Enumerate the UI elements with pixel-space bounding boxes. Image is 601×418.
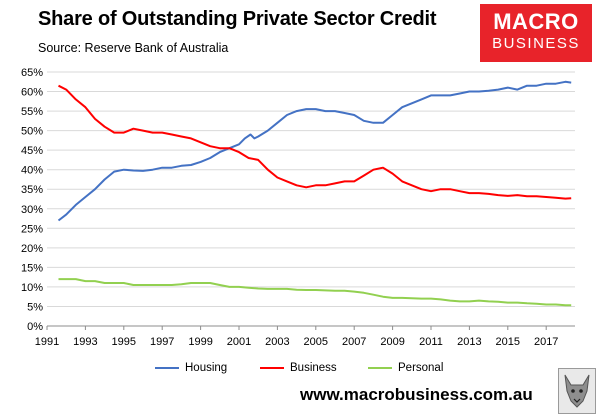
y-tick-label: 30%	[21, 204, 43, 216]
legend-item-personal: Personal	[368, 362, 443, 374]
legend-label-business: Business	[290, 362, 337, 374]
x-tick-label: 2007	[342, 336, 366, 348]
series-lines	[57, 80, 572, 307]
legend-swatch-personal	[368, 367, 392, 369]
x-tick-label: 2015	[496, 336, 520, 348]
x-axis-tick-labels: 1991 1993 1995 1997 1999 2001 2003 2005 2007 2009…	[35, 336, 559, 348]
x-tick-label: 2017	[534, 336, 558, 348]
logo-line-1: MACRO	[493, 9, 579, 34]
y-tick-label: 45%	[21, 145, 43, 157]
y-tick-label: 65%	[21, 67, 43, 79]
x-tick-label: 2005	[304, 336, 328, 348]
x-tick-label: 2011	[419, 336, 443, 348]
chart-legend: Housing Business Personal	[0, 362, 601, 378]
y-tick-label: 50%	[21, 126, 43, 138]
x-tick-label: 2001	[227, 336, 251, 348]
y-tick-label: 35%	[21, 184, 43, 196]
website-link[interactable]: www.macrobusiness.com.au	[300, 385, 533, 404]
grid-lines	[47, 71, 575, 307]
series-line-business	[58, 84, 572, 200]
y-tick-label: 55%	[21, 106, 43, 118]
legend-label-housing: Housing	[185, 362, 228, 374]
axes	[46, 325, 575, 330]
y-tick-label: 5%	[27, 301, 43, 313]
x-tick-label: 2009	[380, 336, 404, 348]
chart-source: Source: Reserve Bank of Australia	[38, 41, 229, 55]
logo-line-2: BUSINESS	[492, 35, 580, 52]
x-tick-label: 1997	[150, 336, 174, 348]
y-tick-label: 20%	[21, 243, 43, 255]
wolf-mascot-icon	[558, 368, 596, 414]
macrobusiness-logo[interactable]: MACRO BUSINESS	[480, 4, 592, 62]
chart-title: Share of Outstanding Private Sector Cred…	[38, 8, 437, 30]
series-line-personal	[58, 278, 572, 307]
x-tick-label: 1993	[73, 336, 97, 348]
x-tick-label: 2013	[457, 336, 481, 348]
y-tick-label: 60%	[21, 87, 43, 99]
y-tick-label: 0%	[27, 321, 43, 333]
x-tick-label: 1991	[35, 336, 59, 348]
y-tick-label: 10%	[21, 282, 43, 294]
x-tick-label: 1999	[188, 336, 212, 348]
y-axis-tick-labels: 0% 5% 10% 15% 20% 25% 30% 35% 40% 45% 50% 55% 60% 65%	[21, 67, 43, 333]
y-tick-label: 25%	[21, 223, 43, 235]
x-tick-label: 2003	[265, 336, 289, 348]
legend-item-business: Business	[260, 362, 337, 374]
line-chart: 0% 5% 10% 15% 20% 25% 30% 35% 40% 45% 50% 55% 60% 65%…	[21, 67, 575, 348]
y-tick-label: 15%	[21, 262, 43, 274]
legend-item-housing: Housing	[155, 362, 227, 374]
series-line-housing	[57, 80, 572, 222]
legend-swatch-housing	[155, 367, 179, 369]
wolf-mascot-drawing	[564, 374, 590, 408]
x-tick-label: 1995	[112, 336, 136, 348]
legend-swatch-business	[260, 367, 284, 369]
legend-label-personal: Personal	[398, 362, 444, 374]
y-tick-label: 40%	[21, 165, 43, 177]
